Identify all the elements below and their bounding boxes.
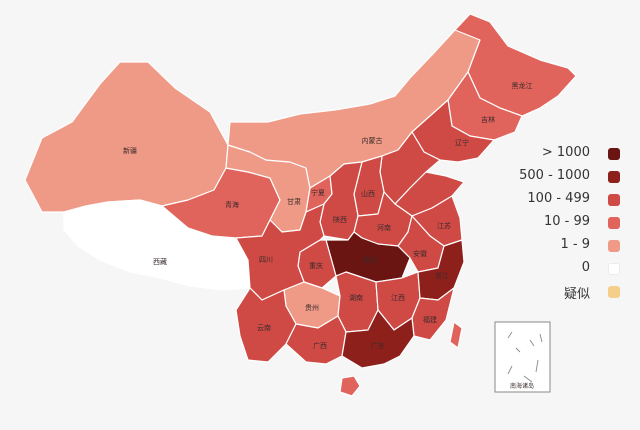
- legend-label: 100 - 499: [527, 191, 590, 206]
- label-sichuan: 四川: [259, 256, 273, 264]
- label-guangxi: 广西: [313, 341, 327, 350]
- label-hubei: 湖北: [363, 255, 377, 264]
- legend-label: 10 - 99: [543, 214, 590, 229]
- legend-swatch: [608, 194, 620, 206]
- legend-label: > 1000: [541, 145, 590, 160]
- legend: > 1000 500 - 1000 100 - 499 10 - 99 1 - …: [510, 143, 630, 304]
- label-ningxia: 宁夏: [311, 188, 325, 197]
- label-chongqing: 重庆: [309, 261, 323, 270]
- legend-item: 疑似: [510, 281, 630, 304]
- label-qinghai: 青海: [225, 200, 239, 209]
- legend-item: > 1000: [510, 143, 630, 166]
- legend-item: 10 - 99: [510, 212, 630, 235]
- label-xizang: 西藏: [153, 257, 167, 266]
- legend-item: 0: [510, 258, 630, 281]
- label-heilongjiang: 黑龙江: [512, 81, 533, 90]
- label-guangdong: 广东: [371, 341, 385, 350]
- label-liaoning: 辽宁: [455, 138, 469, 147]
- legend-swatch: [608, 263, 620, 275]
- legend-label: 疑似: [563, 287, 590, 302]
- legend-item: 500 - 1000: [510, 166, 630, 189]
- label-gansu: 甘肃: [287, 197, 301, 206]
- legend-swatch: [608, 240, 620, 252]
- south-china-sea-inset: 南海诸岛: [494, 321, 551, 393]
- inset-label: 南海诸岛: [510, 382, 534, 390]
- label-yunnan: 云南: [257, 323, 271, 332]
- label-shaanxi: 陕西: [333, 215, 347, 224]
- region-taiwan[interactable]: [449, 321, 463, 349]
- label-henan: 河南: [377, 223, 391, 232]
- region-hainan[interactable]: [339, 375, 361, 397]
- region-xinjiang[interactable]: [24, 61, 229, 213]
- label-fujian: 福建: [423, 315, 437, 324]
- label-zhejiang: 浙江: [435, 271, 449, 280]
- label-jiangsu: 江苏: [437, 221, 451, 230]
- label-jilin: 吉林: [481, 115, 495, 124]
- legend-swatch: [608, 286, 620, 298]
- legend-item: 1 - 9: [510, 235, 630, 258]
- legend-label: 1 - 9: [560, 237, 591, 252]
- legend-item: 100 - 499: [510, 189, 630, 212]
- region-guangdong[interactable]: [341, 309, 415, 369]
- legend-swatch: [608, 217, 620, 229]
- label-xinjiang: 新疆: [123, 146, 137, 155]
- label-guizhou: 贵州: [305, 303, 319, 312]
- label-shanxi: 山西: [361, 189, 375, 198]
- region-fujian[interactable]: [411, 287, 455, 341]
- legend-label: 500 - 1000: [519, 168, 590, 183]
- label-hunan: 湖南: [349, 293, 363, 302]
- legend-swatch: [608, 171, 620, 183]
- legend-label: 0: [581, 260, 590, 275]
- label-inner-mongolia: 内蒙古: [362, 136, 383, 145]
- label-anhui: 安徽: [413, 249, 427, 258]
- legend-swatch: [608, 148, 620, 160]
- label-jiangxi: 江西: [391, 294, 405, 302]
